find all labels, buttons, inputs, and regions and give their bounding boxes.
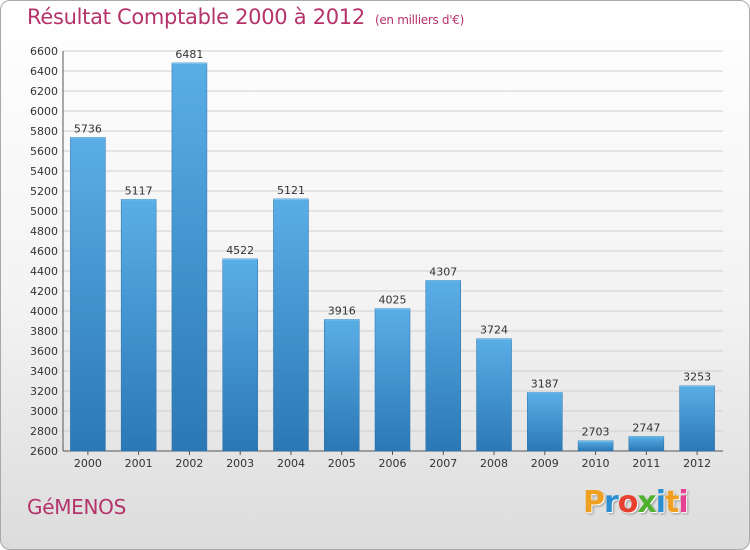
x-tick-label-2002: 2002 — [175, 457, 203, 470]
y-tick-label: 3200 — [30, 385, 58, 398]
chart-subtitle: (en milliers d'€) — [374, 13, 464, 27]
commune-name: GéMENOS — [27, 495, 126, 519]
x-tick-label-2011: 2011 — [632, 457, 660, 470]
chart-title-text: Résultat Comptable 2000 à 2012 — [27, 5, 365, 29]
data-label-2012: 3253 — [683, 371, 711, 384]
logo-letter: r — [604, 485, 619, 520]
data-label-2009: 3187 — [531, 377, 559, 390]
y-tick-label: 3000 — [30, 405, 58, 418]
data-label-2002: 6481 — [175, 48, 203, 61]
data-label-2004: 5121 — [277, 184, 305, 197]
y-tick-label: 3400 — [30, 365, 58, 378]
y-tick-label: 4200 — [30, 285, 58, 298]
y-tick-labels: 2600 2800 3000 3200 3400 3600 3800 4000 4200 4400… — [30, 45, 58, 458]
data-label-2011: 2747 — [632, 421, 660, 434]
chart-title: Résultat Comptable 2000 à 2012 (en millie… — [27, 5, 464, 29]
y-tick-label: 6400 — [30, 65, 58, 78]
logo-letter: i — [655, 485, 666, 520]
y-tick-label: 2800 — [30, 425, 58, 438]
y-tick-label: 3800 — [30, 325, 58, 338]
bar-2009 — [527, 392, 563, 452]
bar-2010 — [577, 440, 614, 452]
y-tick-label: 5400 — [30, 165, 58, 178]
x-tick-label-2010: 2010 — [582, 457, 610, 470]
bar-2004 — [273, 198, 309, 452]
y-tick-label: 4600 — [30, 245, 58, 258]
x-tick-label-2003: 2003 — [226, 457, 254, 470]
y-tick-label: 2600 — [30, 445, 58, 458]
y-tick-label: 6600 — [30, 45, 58, 58]
bar-2003 — [222, 258, 258, 452]
y-tick-label: 5800 — [30, 125, 58, 138]
y-tick-label: 3600 — [30, 345, 58, 358]
data-label-2007: 4307 — [429, 265, 457, 278]
logo-letter: x — [637, 485, 656, 520]
data-label-2010: 2703 — [582, 426, 610, 439]
data-label-2000: 5736 — [74, 122, 102, 135]
y-tick-label: 5600 — [30, 145, 58, 158]
logo-letter: i — [678, 485, 688, 520]
y-tick-label: 4000 — [30, 305, 58, 318]
proxiti-logo[interactable]: Proxiti — [583, 485, 689, 520]
y-tick-label: 5200 — [30, 185, 58, 198]
x-tick-label-2009: 2009 — [531, 457, 559, 470]
y-tick-label: 4800 — [30, 225, 58, 238]
x-tick-labels: 2000 2001 2002 2003 2004 2005 2006 2007 2008 2009… — [74, 451, 711, 470]
y-tick-label: 5000 — [30, 205, 58, 218]
bar-2006 — [374, 308, 411, 452]
bar-2008 — [476, 338, 512, 452]
y-tick-label: 6000 — [30, 105, 58, 118]
x-tick-label-2001: 2001 — [125, 457, 153, 470]
logo-letter: o — [617, 485, 639, 520]
x-tick-label-2012: 2012 — [683, 457, 711, 470]
data-label-2006: 4025 — [379, 294, 407, 307]
x-tick-label-2006: 2006 — [379, 457, 407, 470]
x-tick-label-2007: 2007 — [429, 457, 457, 470]
x-tick-label-2005: 2005 — [328, 457, 356, 470]
y-tick-label: 4400 — [30, 265, 58, 278]
bars — [70, 62, 715, 452]
logo-letter: P — [583, 485, 605, 520]
logo-letter: t — [665, 485, 679, 520]
bar-2002 — [171, 62, 208, 452]
x-tick-label-2004: 2004 — [277, 457, 305, 470]
bar-2000 — [70, 137, 106, 452]
bar-2005 — [323, 319, 360, 452]
data-label-2003: 4522 — [226, 244, 254, 257]
bar-2001 — [120, 199, 157, 452]
bar-2011 — [628, 436, 665, 452]
data-label-2001: 5117 — [125, 184, 153, 197]
bar-2012 — [679, 385, 715, 452]
y-tick-label: 6200 — [30, 85, 58, 98]
data-label-2008: 3724 — [480, 324, 508, 337]
x-tick-label-2000: 2000 — [74, 457, 102, 470]
x-tick-label-2008: 2008 — [480, 457, 508, 470]
data-labels: 5736 5117 6481 4522 5121 3916 4025 4307 3724 3187… — [74, 48, 711, 439]
bar-2007 — [425, 280, 462, 452]
data-label-2005: 3916 — [328, 304, 356, 317]
